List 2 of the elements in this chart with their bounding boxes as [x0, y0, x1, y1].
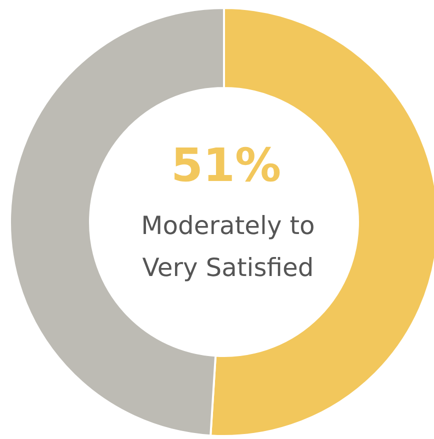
text: 51%: [170, 138, 282, 192]
text: Moderately to Very Satisfied: [141, 211, 315, 282]
